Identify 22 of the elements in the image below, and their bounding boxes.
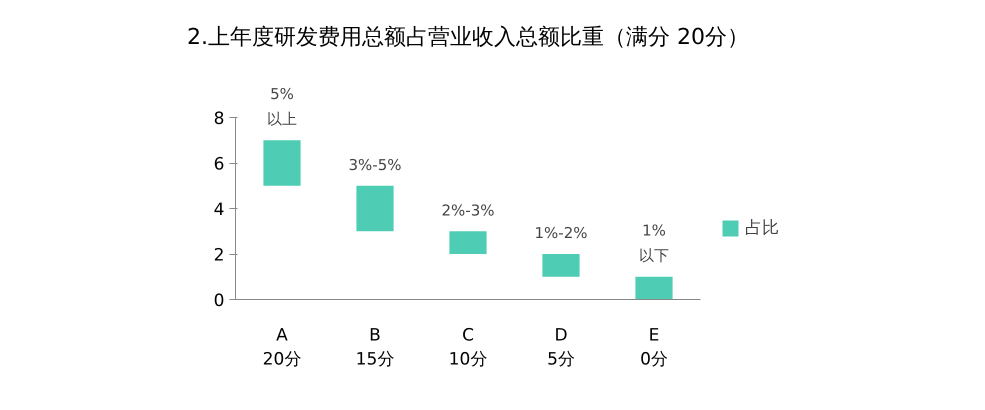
legend-label: 占比 bbox=[745, 217, 779, 239]
annotation: 2%-3% bbox=[441, 201, 495, 220]
annotation: 1% 以下 bbox=[639, 222, 669, 265]
annotation: 3%-5% bbox=[348, 156, 402, 174]
x-tick-label: C 10分 bbox=[448, 326, 488, 370]
bar bbox=[542, 254, 580, 277]
y-tick-label: 0 bbox=[214, 291, 225, 311]
x-tick-label: A 20分 bbox=[262, 326, 302, 370]
chart-title: 2.上年度研发费用总额占营业收入总额比重（满分 20分） bbox=[187, 25, 749, 50]
bar bbox=[635, 276, 673, 300]
bar bbox=[356, 186, 394, 232]
annotation: 1%-2% bbox=[534, 224, 588, 242]
x-tick-label: D 5分 bbox=[547, 326, 575, 370]
y-tick-label: 6 bbox=[214, 154, 225, 174]
annotation: 5% 以上 bbox=[267, 85, 297, 128]
bar bbox=[449, 231, 487, 254]
y-tick-label: 8 bbox=[214, 109, 225, 129]
y-tick-label: 4 bbox=[214, 200, 225, 220]
y-tick-label: 2 bbox=[214, 246, 225, 266]
bar bbox=[263, 140, 301, 186]
x-tick-label: E 0分 bbox=[640, 326, 668, 370]
x-tick-label: B 15分 bbox=[356, 326, 394, 370]
